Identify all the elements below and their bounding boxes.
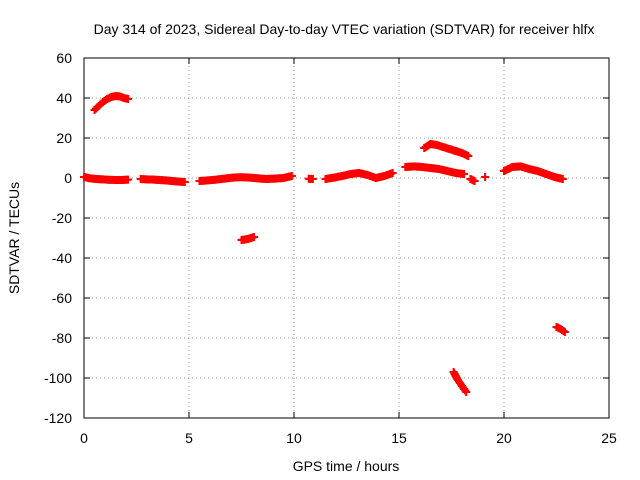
series-baseline-10.8 bbox=[304, 174, 317, 183]
data-point bbox=[470, 177, 479, 185]
x-tick-label: 20 bbox=[496, 430, 512, 446]
series-baseline-5-10 bbox=[195, 172, 296, 185]
series-drop-17.5h bbox=[449, 368, 471, 396]
data-point bbox=[308, 175, 317, 183]
data-point bbox=[388, 169, 397, 177]
x-tick-label: 25 bbox=[601, 430, 617, 446]
data-point bbox=[462, 388, 471, 396]
y-tick-label: -60 bbox=[52, 290, 72, 306]
series-point-19.1 bbox=[481, 173, 490, 181]
series-arc-high bbox=[90, 92, 133, 114]
axis-ticks: -120 -100 -80 -60 -40 -20 0 20 40 60 0 5 10 15 20 25 bbox=[44, 50, 617, 446]
data-point bbox=[124, 175, 133, 184]
data-point bbox=[124, 95, 133, 103]
series-baseline-early bbox=[80, 173, 133, 184]
series-baseline-20-23 bbox=[500, 162, 567, 183]
y-tick-label: 60 bbox=[56, 50, 72, 66]
y-axis-label: SDTVAR / TECUs bbox=[6, 182, 22, 294]
data-point bbox=[461, 386, 470, 395]
data-point bbox=[481, 173, 490, 181]
series-baseline-11-15 bbox=[321, 169, 397, 183]
y-tick-label: 0 bbox=[64, 170, 72, 186]
data-point bbox=[460, 170, 469, 178]
data-point bbox=[464, 152, 473, 160]
y-tick-label: -100 bbox=[44, 370, 72, 386]
y-tick-label: 40 bbox=[56, 90, 72, 106]
y-tick-label: -40 bbox=[52, 250, 72, 266]
x-tick-label: 5 bbox=[185, 430, 193, 446]
x-tick-label: 15 bbox=[391, 430, 407, 446]
series-baseline-15-18 bbox=[401, 162, 469, 178]
series-baseline-3-5 bbox=[136, 175, 189, 186]
y-tick-label: -20 bbox=[52, 210, 72, 226]
data-point bbox=[287, 172, 296, 180]
data-point bbox=[560, 328, 569, 336]
y-tick-label: 20 bbox=[56, 130, 72, 146]
data-point bbox=[558, 175, 567, 183]
x-axis-label: GPS time / hours bbox=[293, 458, 400, 474]
series-low-segment-8h bbox=[237, 233, 259, 244]
x-tick-label: 10 bbox=[286, 430, 302, 446]
y-tick-label: -80 bbox=[52, 330, 72, 346]
series-dip-18.5 bbox=[466, 175, 479, 185]
x-tick-label: 0 bbox=[80, 430, 88, 446]
chart-title: Day 314 of 2023, Sidereal Day-to-day VTE… bbox=[94, 21, 595, 37]
data-points bbox=[80, 92, 569, 396]
plot-frame bbox=[83, 57, 610, 419]
y-tick-label: -120 bbox=[44, 410, 72, 426]
series-low-segment-22.5h bbox=[552, 323, 569, 336]
series-arc-17h bbox=[420, 140, 473, 160]
data-point bbox=[180, 178, 189, 186]
data-point bbox=[250, 233, 259, 241]
grid bbox=[84, 58, 609, 418]
